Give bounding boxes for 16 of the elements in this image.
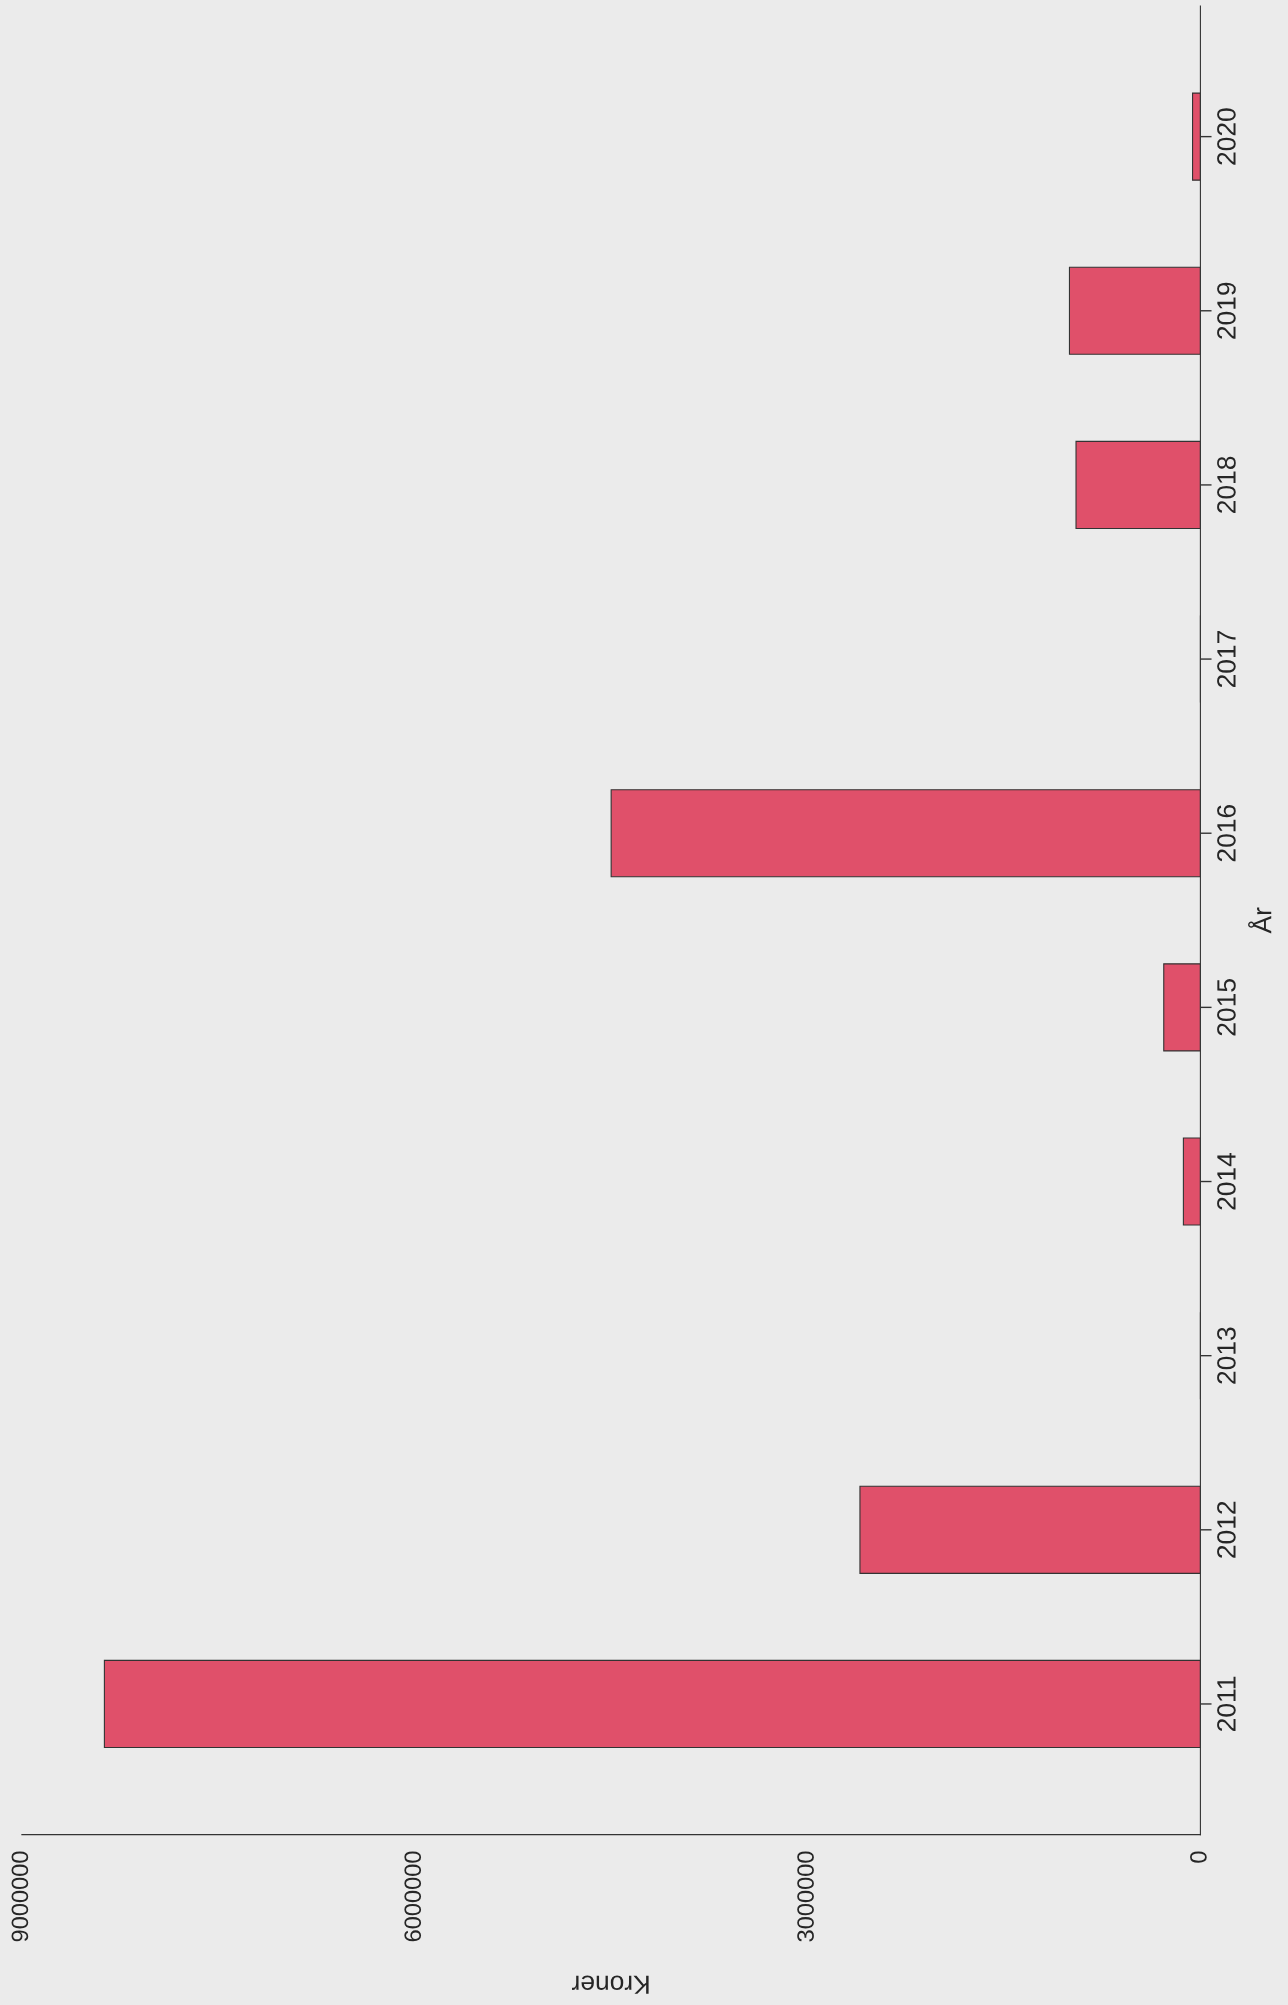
x-tick-label: 6000000: [404, 1851, 422, 1942]
y-tick-label: 2019: [1217, 282, 1236, 339]
x-tick-label: 0: [1190, 1851, 1207, 1863]
y-tick-label: 2014: [1217, 1152, 1236, 1210]
y-tick-label: 2015: [1217, 979, 1236, 1036]
x-tick-label: 3000000: [797, 1851, 814, 1942]
y-tick-label: 2020: [1217, 108, 1236, 165]
x-axis-title: Kroner: [571, 1975, 649, 1994]
y-tick-label: 2011: [1217, 1676, 1236, 1732]
y-tick-label: 2012: [1217, 1501, 1236, 1558]
y-tick-label: 2016: [1217, 805, 1236, 862]
y-tick-label: 2018: [1217, 456, 1236, 513]
y-tick-label: 2013: [1217, 1327, 1236, 1384]
x-tick-label: 9000000: [11, 1851, 29, 1942]
y-axis-title: År: [1248, 907, 1272, 934]
y-tick-label: 2017: [1217, 631, 1236, 688]
